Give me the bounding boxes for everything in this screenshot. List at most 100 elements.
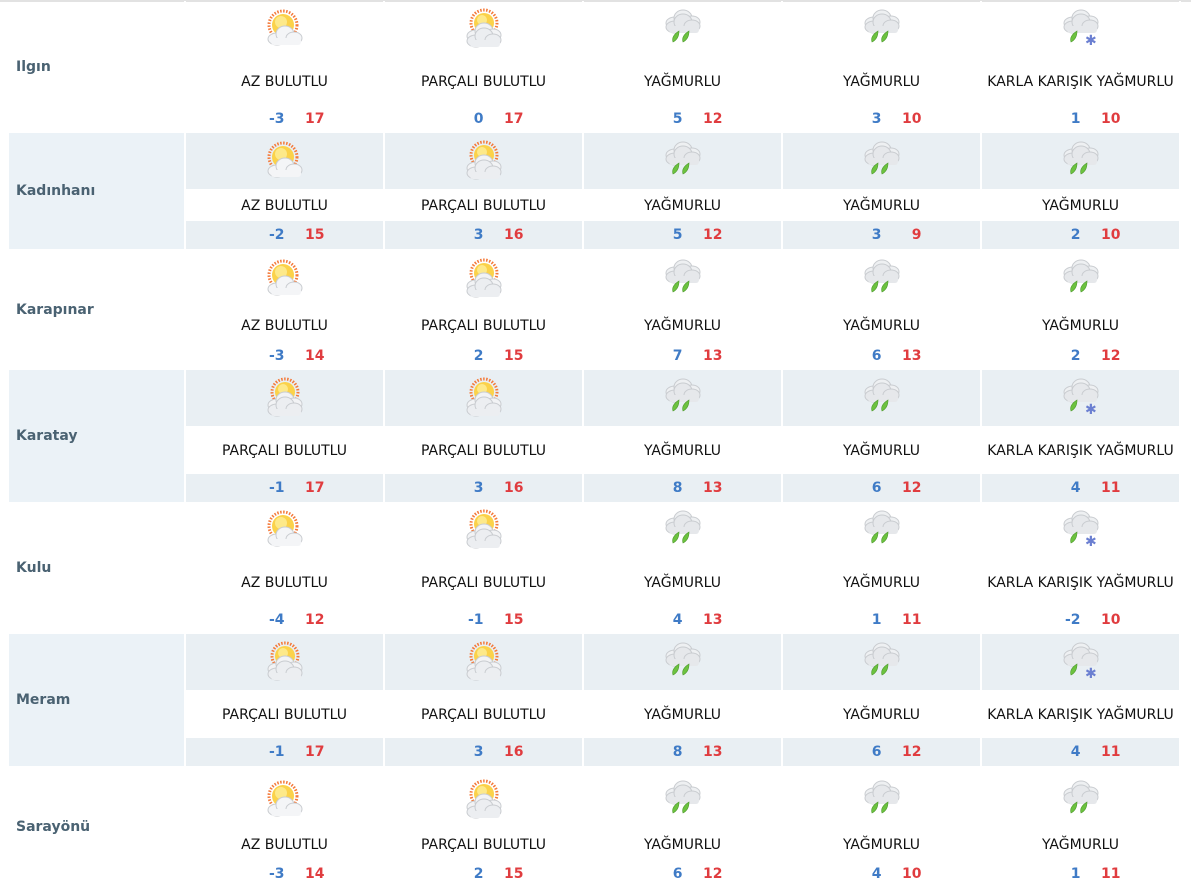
max-temp: 11 <box>1101 866 1121 882</box>
min-temp: -2 <box>1064 612 1081 628</box>
day-forecast: ✱ KARLA KARIŞIK YAĞMURLU -2 10 <box>982 502 1181 634</box>
day-forecast: PARÇALI BULUTLU 3 16 <box>385 133 584 249</box>
condition-label: YAĞMURLU <box>584 428 781 474</box>
max-temp: 10 <box>1101 227 1121 243</box>
min-temp: 1 <box>1070 866 1081 882</box>
temperature-range: -1 17 <box>186 738 383 766</box>
min-temp: 6 <box>871 480 882 496</box>
max-temp: 9 <box>911 227 922 243</box>
min-temp: 2 <box>1070 348 1081 364</box>
day-forecast: AZ BULUTLU -3 17 <box>186 1 385 133</box>
rain-icon <box>783 502 980 560</box>
svg-text:✱: ✱ <box>1085 534 1097 550</box>
sun-cloud-icon <box>186 133 383 191</box>
day-forecast: AZ BULUTLU -3 14 <box>186 249 385 370</box>
max-temp: 16 <box>504 227 524 243</box>
max-temp: 11 <box>1101 480 1121 496</box>
condition-label: AZ BULUTLU <box>186 59 383 105</box>
day-forecast: YAĞMURLU 8 13 <box>584 370 783 502</box>
day-forecast: YAĞMURLU 2 10 <box>982 133 1181 249</box>
max-temp: 12 <box>703 866 723 882</box>
max-temp: 17 <box>305 744 325 760</box>
day-forecast: YAĞMURLU 3 10 <box>783 1 982 133</box>
condition-label: YAĞMURLU <box>584 191 781 221</box>
rain-icon <box>783 634 980 692</box>
min-temp: 8 <box>672 480 683 496</box>
city-name[interactable]: Kulu <box>9 502 186 634</box>
rain-icon <box>982 133 1179 191</box>
temperature-range: -3 17 <box>186 105 383 133</box>
temperature-range: 6 12 <box>783 738 980 766</box>
temperature-range: 8 13 <box>584 474 781 502</box>
temperature-range: 3 16 <box>385 221 582 249</box>
max-temp: 14 <box>305 348 325 364</box>
rain-icon <box>783 1 980 59</box>
max-temp: 15 <box>305 227 325 243</box>
day-forecast: YAĞMURLU 6 12 <box>584 766 783 888</box>
partly-cloudy-icon <box>385 772 582 830</box>
city-name[interactable]: Ilgın <box>9 1 186 133</box>
temperature-range: 1 11 <box>783 606 980 634</box>
temperature-range: -1 17 <box>186 474 383 502</box>
day-forecast: YAĞMURLU 2 12 <box>982 249 1181 370</box>
condition-label: KARLA KARIŞIK YAĞMURLU <box>982 59 1179 105</box>
temperature-range: 4 11 <box>982 738 1179 766</box>
partly-cloudy-icon <box>385 133 582 191</box>
min-temp: -1 <box>467 612 484 628</box>
temperature-range: 2 10 <box>982 221 1179 249</box>
max-temp: 14 <box>305 866 325 882</box>
min-temp: 6 <box>871 348 882 364</box>
min-temp: 4 <box>672 612 683 628</box>
max-temp: 13 <box>703 744 723 760</box>
temperature-range: 5 12 <box>584 105 781 133</box>
city-row: Sarayönü AZ BULUTLU -3 14 PARÇALI BULUTLU… <box>9 766 1185 888</box>
temperature-range: 2 15 <box>385 342 582 370</box>
min-temp: 3 <box>871 227 882 243</box>
condition-label: YAĞMURLU <box>982 830 1179 860</box>
rain-icon <box>982 772 1179 830</box>
day-forecast: PARÇALI BULUTLU 0 17 <box>385 1 584 133</box>
day-forecast: PARÇALI BULUTLU -1 17 <box>186 634 385 766</box>
rain-icon <box>584 502 781 560</box>
condition-label: YAĞMURLU <box>584 830 781 860</box>
max-temp: 17 <box>504 111 524 127</box>
city-name[interactable]: Sarayönü <box>9 766 186 888</box>
city-name[interactable]: Kadınhanı <box>9 133 186 249</box>
day-forecast: AZ BULUTLU -3 14 <box>186 766 385 888</box>
city-name[interactable]: Karapınar <box>9 249 186 370</box>
day-forecast: PARÇALI BULUTLU 2 15 <box>385 766 584 888</box>
max-temp: 12 <box>305 612 325 628</box>
day-forecast: YAĞMURLU 8 13 <box>584 634 783 766</box>
day-forecast: YAĞMURLU 5 12 <box>584 1 783 133</box>
condition-label: YAĞMURLU <box>982 309 1179 342</box>
temperature-range: 7 13 <box>584 342 781 370</box>
day-forecast: ✱ KARLA KARIŞIK YAĞMURLU 4 11 <box>982 370 1181 502</box>
day-forecast: ✱ KARLA KARIŞIK YAĞMURLU 4 11 <box>982 634 1181 766</box>
temperature-range: -3 14 <box>186 860 383 888</box>
condition-label: KARLA KARIŞIK YAĞMURLU <box>982 428 1179 474</box>
city-name[interactable]: Meram <box>9 634 186 766</box>
min-temp: 7 <box>672 348 683 364</box>
city-row: Karatay PARÇALI BULUTLU -1 17 PARÇALI BUL… <box>9 370 1185 502</box>
day-forecast: ✱ KARLA KARIŞIK YAĞMURLU 1 10 <box>982 1 1181 133</box>
condition-label: YAĞMURLU <box>982 191 1179 221</box>
min-temp: 2 <box>473 348 484 364</box>
day-forecast: AZ BULUTLU -2 15 <box>186 133 385 249</box>
city-row: Kadınhanı AZ BULUTLU -2 15 PARÇALI BULUTL… <box>9 133 1185 249</box>
city-name[interactable]: Karatay <box>9 370 186 502</box>
min-temp: -1 <box>268 744 285 760</box>
min-temp: 4 <box>1070 744 1081 760</box>
day-forecast: YAĞMURLU 4 13 <box>584 502 783 634</box>
temperature-range: 4 11 <box>982 474 1179 502</box>
sleet-icon: ✱ <box>982 370 1179 428</box>
min-temp: 3 <box>871 111 882 127</box>
partly-cloudy-icon <box>385 634 582 692</box>
temperature-range: 3 16 <box>385 738 582 766</box>
svg-text:✱: ✱ <box>1085 402 1097 418</box>
temperature-range: 8 13 <box>584 738 781 766</box>
temperature-range: 4 10 <box>783 860 980 888</box>
condition-label: YAĞMURLU <box>783 692 980 738</box>
rain-icon <box>584 251 781 309</box>
